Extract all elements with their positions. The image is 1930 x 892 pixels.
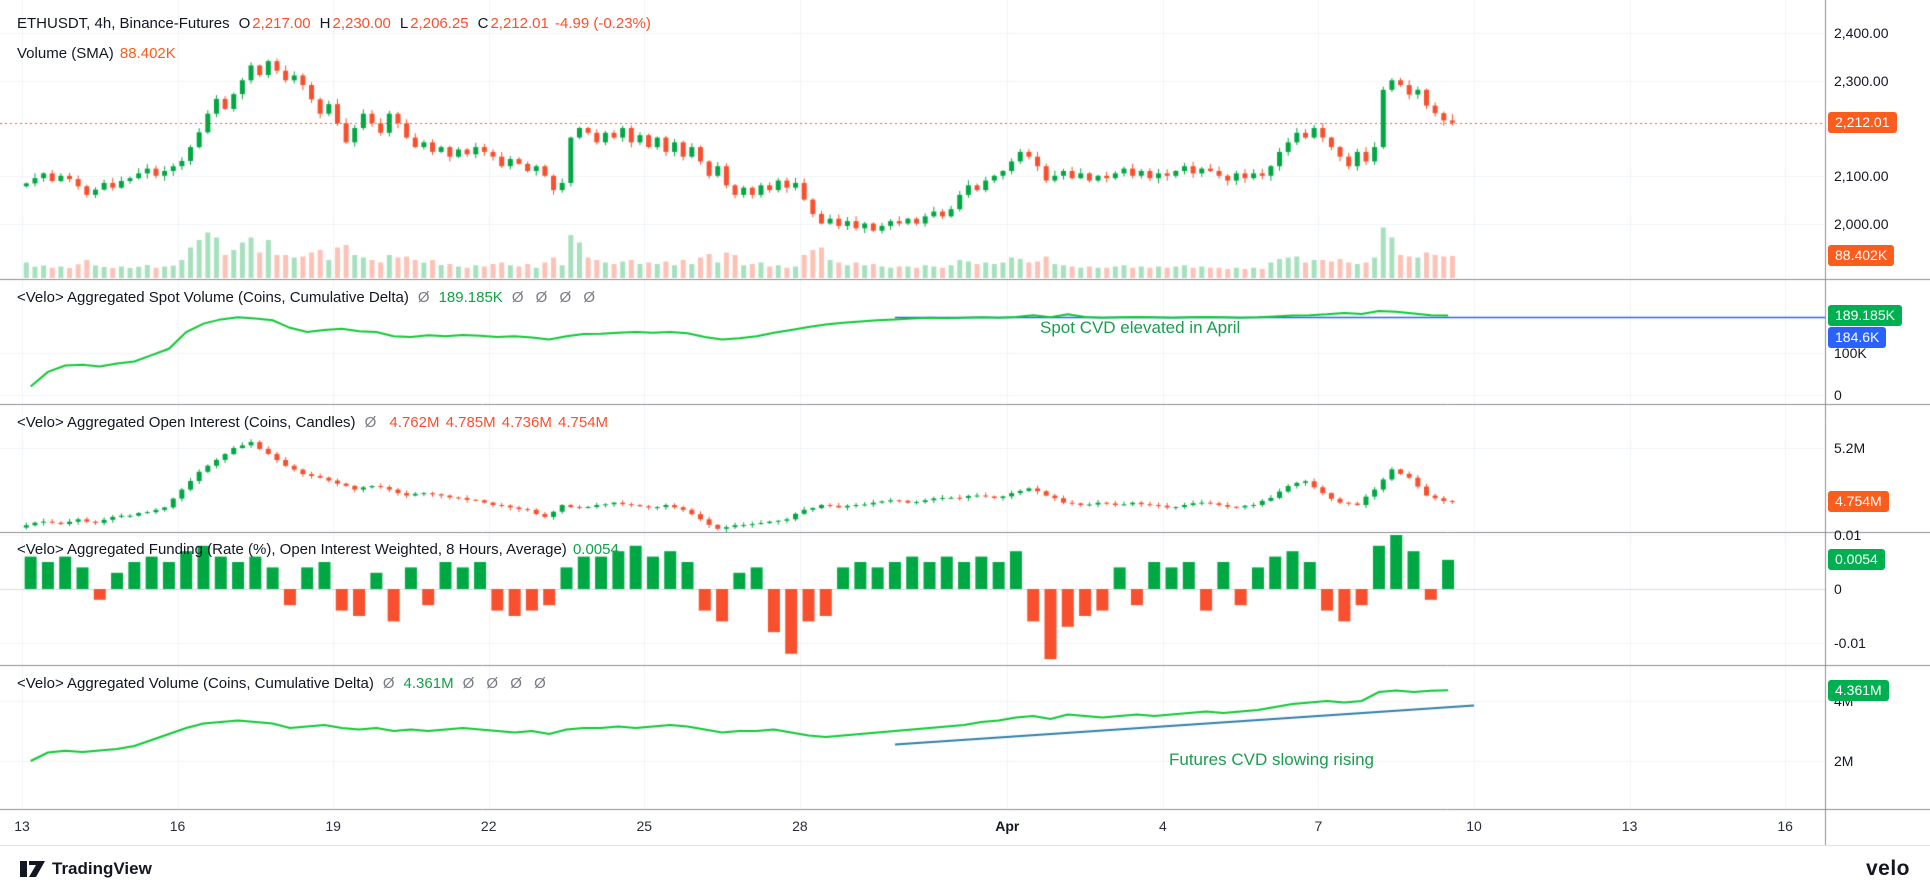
price-scale-tick: 2,400.00: [1834, 25, 1889, 41]
spot-scale-tick: 100K: [1834, 345, 1867, 361]
time-axis-label: 7: [1314, 818, 1323, 834]
indicator-title-funding[interactable]: <Velo> Aggregated Funding (Rate (%), Ope…: [17, 541, 567, 558]
spot-scale-tick: 0: [1834, 387, 1842, 403]
ohlc-value: 2,217.00: [252, 15, 311, 32]
time-axis-label: 22: [480, 818, 497, 834]
price-legend: ETHUSDT, 4h, Binance-Futures O 2,217.00 H 2,…: [17, 14, 651, 33]
tradingview-logo-icon: [20, 861, 45, 877]
futures-cvd-legend: <Velo> Aggregated Volume (Coins, Cumulat…: [17, 674, 553, 693]
ohlc-value: 2,212.01: [490, 15, 549, 32]
spot-cvd-badge: 189.185K: [1828, 305, 1902, 327]
time-axis-label: 25: [636, 818, 653, 834]
chart-canvas[interactable]: [0, 0, 1930, 845]
ohlc-value: 2,230.00: [332, 15, 391, 32]
time-axis-label: Apr: [995, 818, 1020, 834]
oi-scale-tick: 5.2M: [1834, 440, 1866, 456]
ohlc-label: H: [319, 15, 331, 32]
symbol-title[interactable]: ETHUSDT, 4h, Binance-Futures: [17, 15, 230, 32]
futures-cvd-annotation[interactable]: Futures CVD slowing rising: [1169, 750, 1375, 769]
phi-symbol: Ø: [417, 289, 434, 306]
volume-badge: 88.402K: [1828, 245, 1895, 267]
time-axis-label: 19: [325, 818, 341, 834]
time-axis-label: 16: [1777, 818, 1793, 834]
velo-logo: velo: [1865, 857, 1910, 880]
time-axis-label: 10: [1466, 818, 1482, 834]
tradingview-logo-text: TradingView: [52, 859, 152, 878]
open-interest-value: 4.762M: [385, 414, 440, 431]
funding-scale-tick: 0.01: [1834, 527, 1862, 543]
spot-cvd-legend: <Velo> Aggregated Spot Volume (Coins, Cu…: [17, 288, 602, 307]
open-interest-legend: <Velo> Aggregated Open Interest (Coins, …: [17, 413, 608, 432]
volume-title[interactable]: Volume (SMA): [17, 45, 114, 62]
price-scale-tick: 2,100.00: [1834, 168, 1889, 185]
last-price-badge: 2,212.01: [1828, 112, 1897, 134]
indicator-title-futures-cvd[interactable]: <Velo> Aggregated Volume (Coins, Cumulat…: [17, 675, 374, 692]
ohlc-label: L: [399, 15, 409, 32]
funding-value: 0.0054: [568, 541, 619, 558]
open-interest-badge: 4.754M: [1828, 490, 1889, 512]
funding-scale-tick: -0.01: [1834, 635, 1866, 651]
ohlc-label: C: [477, 15, 489, 32]
time-axis-label: 13: [14, 818, 30, 834]
time-scale[interactable]: 13 16 19 22 25 28 Apr 4 7 10 13 16: [0, 809, 1825, 845]
futures-cvd-value: 4.361M: [403, 675, 454, 692]
price-scale[interactable]: 2,400.00 2,300.00 2,100.00 2,000.00 100K 0 5.2…: [1826, 0, 1930, 845]
spot-cvd-annotation[interactable]: Spot CVD elevated in April: [1040, 318, 1241, 337]
time-axis-label: 28: [792, 818, 808, 834]
futures-scale-tick: 2M: [1834, 753, 1854, 769]
spot-cvd-line-badge: 184.6K: [1828, 327, 1887, 349]
time-axis-label: 4: [1158, 818, 1167, 834]
phi-symbol: Ø: [364, 414, 381, 431]
phi-symbols: Ø Ø Ø Ø: [462, 675, 550, 692]
funding-badge: 0.0054: [1828, 549, 1885, 571]
spot-cvd-value: 189.185K: [438, 289, 503, 306]
ohlc-value: 2,206.25: [410, 15, 469, 32]
price-scale-tick: 2,300.00: [1834, 72, 1889, 89]
open-interest-value: 4.785M: [441, 414, 496, 431]
funding-legend: <Velo> Aggregated Funding (Rate (%), Ope…: [17, 540, 619, 559]
tradingview-logo[interactable]: TradingView: [20, 859, 152, 879]
footer-bar: TradingView velo: [0, 845, 1930, 892]
time-axis-label: 13: [1621, 818, 1638, 834]
indicator-title-spot-cvd[interactable]: <Velo> Aggregated Spot Volume (Coins, Cu…: [17, 289, 409, 306]
funding-scale-tick: 0: [1834, 581, 1842, 597]
futures-cvd-badge: 4.361M: [1828, 679, 1889, 701]
indicator-title-open-interest[interactable]: <Velo> Aggregated Open Interest (Coins, …: [17, 414, 356, 431]
phi-symbols: Ø Ø Ø Ø: [511, 289, 599, 306]
open-interest-value: 4.736M: [497, 414, 552, 431]
volume-legend: Volume (SMA) 88.402K: [17, 44, 176, 63]
phi-symbol: Ø: [382, 675, 399, 692]
time-axis-label: 16: [169, 818, 186, 834]
price-change: -4.99 (-0.23%): [550, 15, 651, 32]
volume-value: 88.402K: [115, 45, 176, 62]
price-scale-tick: 2,000.00: [1834, 216, 1889, 232]
ohlc-label: O: [238, 15, 251, 32]
open-interest-value: 4.754M: [553, 414, 609, 431]
